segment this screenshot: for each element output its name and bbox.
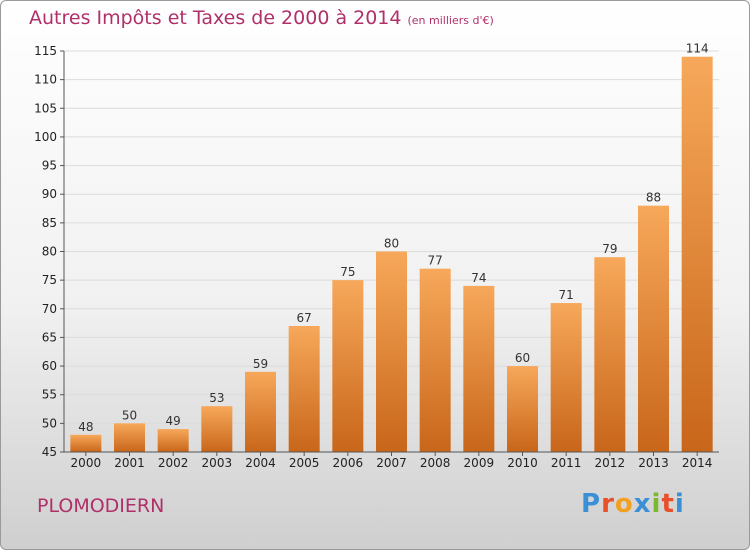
x-tick-label: 2002 <box>158 456 189 470</box>
bar-value-label: 88 <box>646 191 661 205</box>
y-axis: 45 50 55 60 65 70 75 80 85 90 95 100 105 110 115 <box>34 44 65 459</box>
bar-value-label: 49 <box>166 414 181 428</box>
x-tick-label: 2005 <box>289 456 320 470</box>
bar <box>70 434 102 452</box>
bars: 48 50 49 53 59 67 75 80 77 74 60 71 79 88 114 <box>70 42 713 452</box>
y-tick-label: 75 <box>42 273 57 287</box>
bar <box>332 280 364 452</box>
bar-value-label: 114 <box>686 42 709 56</box>
x-tick-label: 2007 <box>376 456 407 470</box>
bar-value-label: 74 <box>471 271 486 285</box>
bar <box>245 371 276 452</box>
bar <box>638 205 669 452</box>
proxiti-logo[interactable]: Proxiti <box>581 489 685 519</box>
y-tick-label: 80 <box>42 245 57 259</box>
bar <box>288 325 320 452</box>
bar <box>463 285 495 452</box>
bar <box>550 303 582 452</box>
logo-letter: t <box>661 489 675 519</box>
y-tick-label: 85 <box>42 216 57 230</box>
y-tick-label: 105 <box>34 101 57 115</box>
bar <box>681 56 713 452</box>
x-tick-label: 2008 <box>420 456 451 470</box>
logo-letter: i <box>674 489 685 519</box>
logo-letter: o <box>614 489 634 519</box>
bar <box>201 406 233 452</box>
bar-value-label: 79 <box>602 242 617 256</box>
bar <box>114 423 145 452</box>
y-tick-label: 110 <box>34 73 57 87</box>
bar-value-label: 60 <box>515 351 530 365</box>
y-tick-label: 95 <box>42 159 57 173</box>
chart-title-text: Autres Impôts et Taxes de 2000 à 2014 <box>29 7 402 29</box>
x-tick-label: 2014 <box>682 456 713 470</box>
logo-letter: P <box>581 489 602 519</box>
bar <box>376 251 407 452</box>
x-tick-label: 2000 <box>71 456 102 470</box>
bar-value-label: 48 <box>78 420 93 434</box>
bar <box>507 366 538 452</box>
commune-name: PLOMODIERN <box>37 495 165 517</box>
y-tick-label: 90 <box>42 187 57 201</box>
logo-letter: x <box>633 489 652 519</box>
y-tick-label: 115 <box>34 44 57 58</box>
bar-value-label: 77 <box>428 254 443 268</box>
x-tick-label: 2001 <box>114 456 145 470</box>
chart-unit: (en milliers d'€) <box>407 14 494 27</box>
y-tick-label: 70 <box>42 302 57 316</box>
y-tick-label: 55 <box>42 388 57 402</box>
bar-value-label: 71 <box>559 288 574 302</box>
chart-title: Autres Impôts et Taxes de 2000 à 2014 (en… <box>29 7 494 29</box>
bar <box>157 429 189 452</box>
bar-value-label: 59 <box>253 357 268 371</box>
bar-value-label: 75 <box>340 265 355 279</box>
bar-value-label: 50 <box>122 408 137 422</box>
x-tick-label: 2013 <box>638 456 669 470</box>
logo-letter: i <box>651 489 662 519</box>
logo-letter: r <box>601 489 615 519</box>
x-axis: 2000 2001 2002 2003 2004 2005 2006 2007 2008 2009… <box>64 451 719 470</box>
x-tick-label: 2003 <box>202 456 233 470</box>
bar <box>594 257 626 452</box>
bar <box>419 268 451 452</box>
bar-value-label: 53 <box>209 391 224 405</box>
x-tick-label: 2011 <box>551 456 582 470</box>
y-tick-label: 100 <box>34 130 57 144</box>
x-tick-label: 2012 <box>595 456 626 470</box>
y-tick-label: 60 <box>42 359 57 373</box>
x-tick-label: 2009 <box>464 456 495 470</box>
y-tick-label: 50 <box>42 416 57 430</box>
x-tick-label: 2006 <box>333 456 364 470</box>
x-tick-label: 2010 <box>507 456 538 470</box>
x-tick-label: 2004 <box>245 456 276 470</box>
y-tick-label: 65 <box>42 330 57 344</box>
bar-value-label: 67 <box>297 311 312 325</box>
y-tick-label: 45 <box>42 445 57 459</box>
bar-value-label: 80 <box>384 237 399 251</box>
